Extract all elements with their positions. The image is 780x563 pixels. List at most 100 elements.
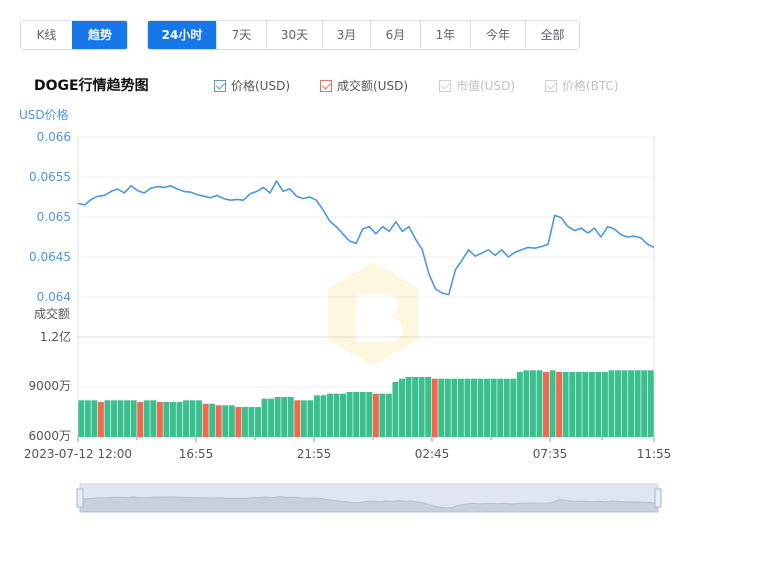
volume-bar	[130, 400, 137, 437]
tab-24h[interactable]: 24小时	[148, 21, 216, 49]
volume-bar	[359, 392, 366, 437]
volume-bar	[137, 402, 144, 437]
watermark-logo	[328, 262, 418, 366]
tab-30d[interactable]: 30天	[266, 21, 322, 49]
zoom-handle-left[interactable]	[76, 488, 84, 508]
volume-bar	[628, 370, 635, 437]
volume-bar	[320, 395, 327, 437]
volume-bar	[621, 370, 628, 437]
tab-6m[interactable]: 6月	[370, 21, 420, 49]
legend-label: 价格(USD)	[231, 79, 291, 93]
legend-label: 价格(BTC)	[562, 79, 619, 93]
volume-bar	[477, 378, 484, 437]
checkbox-icon[interactable]	[214, 79, 226, 92]
volume-bar	[523, 370, 530, 437]
volume-bar	[471, 378, 477, 437]
price-tick-label: 0.065	[37, 210, 71, 224]
volume-bar	[484, 378, 491, 437]
volume-bar	[372, 393, 379, 437]
volume-bar	[516, 372, 523, 437]
x-tick-label: 16:55	[179, 447, 214, 461]
volume-bar	[78, 400, 85, 437]
volume-bar	[451, 378, 458, 437]
volume-bar	[399, 378, 405, 437]
volume-bar	[307, 400, 314, 437]
volume-bar	[261, 398, 268, 437]
volume-bar	[353, 392, 360, 437]
volume-bar	[497, 378, 504, 437]
volume-bar	[510, 378, 517, 437]
volume-bar	[431, 378, 438, 437]
legend-price-usd[interactable]: 价格(USD)	[214, 77, 290, 94]
volume-bar	[111, 400, 117, 437]
volume-bar	[346, 392, 353, 437]
volume-tick-label: 6000万	[28, 429, 71, 443]
x-tick-label: 21:55	[297, 447, 332, 461]
volume-bar	[595, 372, 602, 437]
volume-bar	[366, 392, 373, 437]
zoom-preview-area	[79, 495, 659, 513]
volume-bar	[634, 370, 641, 437]
volume-bar	[562, 372, 569, 437]
chart-title: DOGE行情趋势图	[34, 78, 149, 94]
checkbox-icon[interactable]	[439, 79, 451, 92]
volume-bar	[601, 372, 608, 437]
price-tick-label: 0.064	[37, 290, 71, 304]
volume-bar	[536, 370, 543, 437]
volume-bar	[176, 402, 183, 437]
volume-bar	[392, 382, 399, 437]
volume-bar	[549, 370, 556, 437]
volume-bar	[150, 400, 157, 437]
checkbox-icon[interactable]	[545, 79, 557, 92]
checkbox-icon[interactable]	[320, 79, 332, 92]
volume-bar	[444, 378, 451, 437]
zoom-slider[interactable]	[76, 483, 662, 513]
x-tick-label: 11:55	[637, 447, 672, 461]
volume-bar	[490, 378, 497, 437]
volume-bar	[385, 393, 392, 437]
volume-bar	[84, 400, 91, 437]
x-tick-label: 07:35	[533, 447, 568, 461]
volume-bar	[608, 370, 615, 437]
volume-bar	[615, 370, 621, 437]
volume-bar	[529, 370, 536, 437]
volume-bar	[588, 372, 595, 437]
tab-7d[interactable]: 7天	[216, 21, 266, 49]
tab-trend[interactable]: 趋势	[72, 21, 127, 49]
volume-bar	[143, 400, 150, 437]
volume-bar	[300, 400, 307, 437]
volume-bar	[569, 372, 576, 437]
volume-bars	[78, 370, 654, 437]
volume-bar	[438, 378, 445, 437]
tab-all[interactable]: 全部	[525, 21, 579, 49]
price-tick-label: 0.0655	[29, 170, 71, 184]
volume-bar	[556, 372, 563, 437]
legend-marketcap-usd[interactable]: 市值(USD)	[439, 77, 515, 94]
volume-bar	[405, 377, 412, 437]
price-line	[77, 180, 655, 296]
volume-bar	[379, 393, 386, 437]
legend-price-btc[interactable]: 价格(BTC)	[545, 77, 619, 94]
view-mode-tabs: K线 趋势	[20, 20, 128, 50]
tab-3m[interactable]: 3月	[322, 21, 370, 49]
volume-bar	[268, 398, 275, 437]
volume-bar	[464, 378, 471, 437]
volume-bar	[169, 402, 176, 437]
volume-bar	[287, 397, 294, 437]
volume-bar	[457, 378, 464, 437]
tab-1y[interactable]: 1年	[420, 21, 470, 49]
volume-bar	[274, 397, 281, 437]
tab-ytd[interactable]: 今年	[470, 21, 525, 49]
legend-label: 市值(USD)	[456, 79, 516, 93]
volume-bar	[340, 393, 347, 437]
volume-bar	[183, 400, 189, 437]
tab-kline[interactable]: K线	[21, 21, 72, 49]
x-tick-label: 02:45	[415, 447, 450, 461]
volume-bar	[294, 400, 301, 437]
volume-bar	[241, 407, 248, 437]
legend-volume-usd[interactable]: 成交额(USD)	[320, 77, 408, 94]
zoom-handle-right[interactable]	[654, 488, 662, 508]
price-tick-label: 0.0645	[29, 250, 71, 264]
volume-bar	[412, 377, 419, 437]
